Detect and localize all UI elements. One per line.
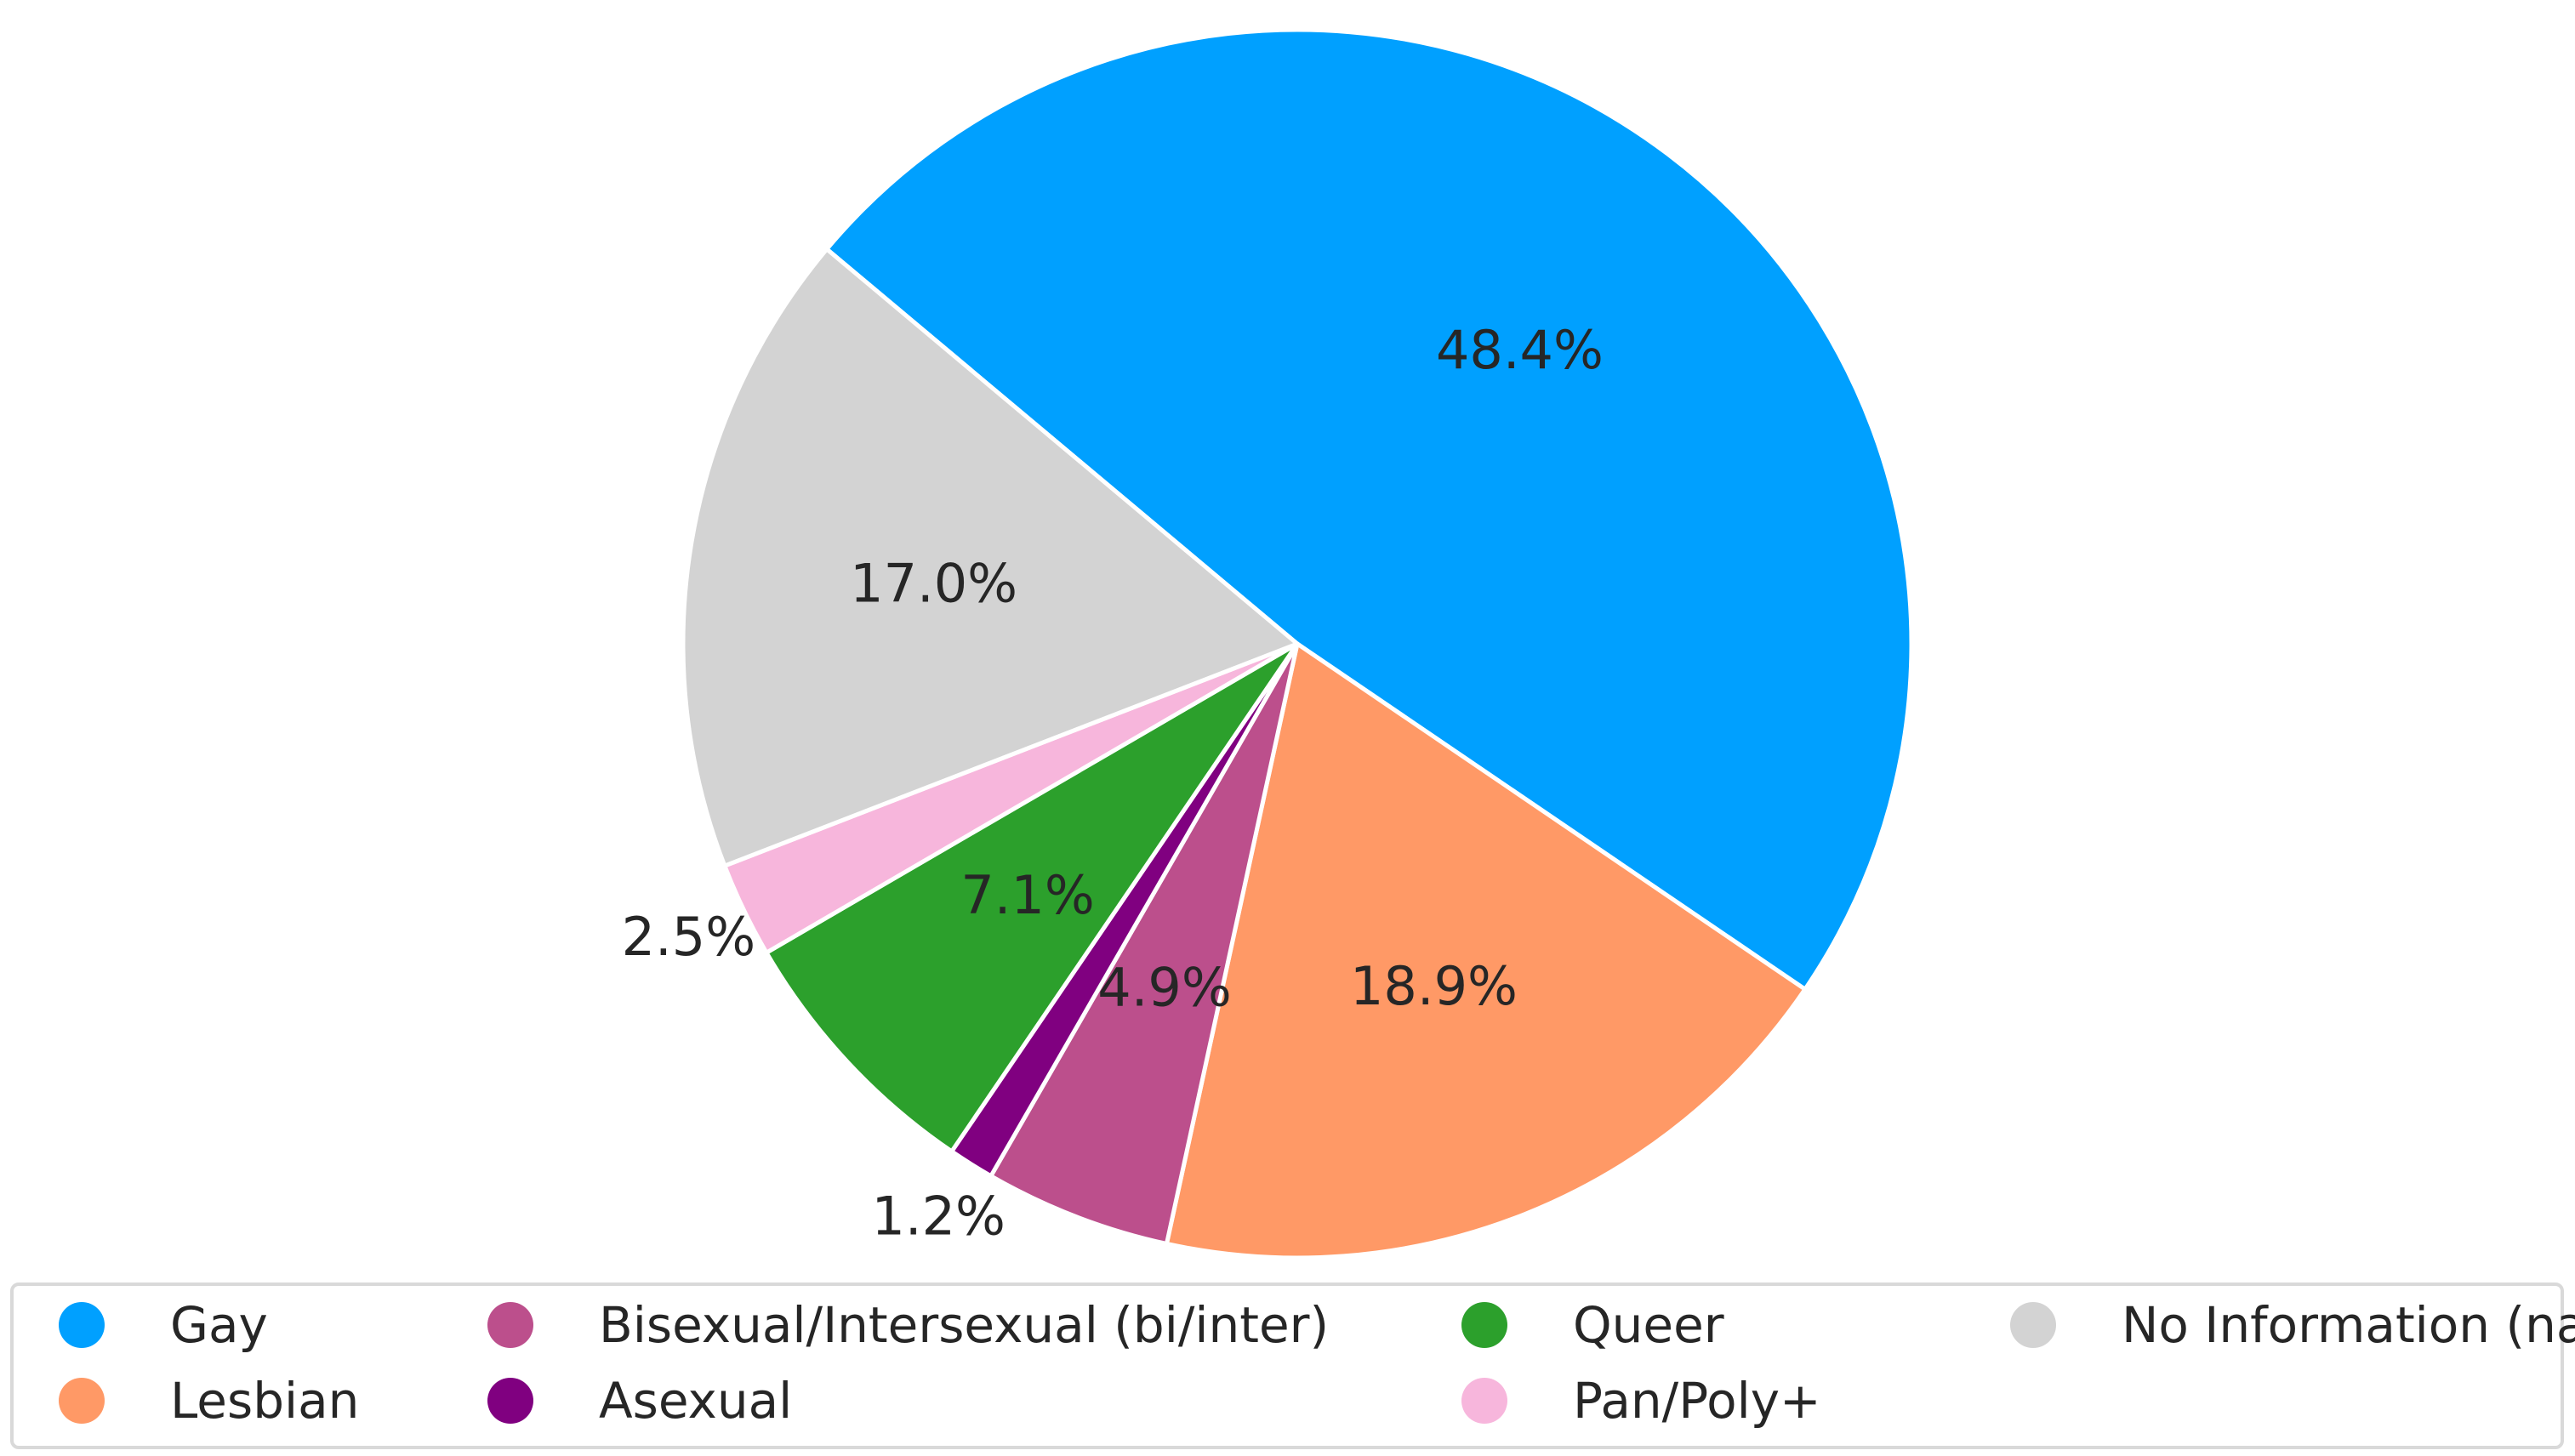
legend-label-bisexual-intersexual-bi-inter: Bisexual/Intersexual (bi/inter) [599, 1296, 1329, 1354]
pie-slice-queer [764, 641, 1300, 1154]
slice-label-no-information-na: 17.0% [850, 553, 1017, 615]
slice-label-gay: 48.4% [1436, 319, 1604, 381]
pie-slice-bisexual-intersexual-bi-inter [988, 641, 1300, 1246]
slice-label-asexual: 1.2% [871, 1185, 1006, 1247]
pie-slice-no-information-na [681, 247, 1300, 868]
legend-marker-asexual [487, 1378, 533, 1424]
legend-marker-pan-poly [1461, 1378, 1507, 1424]
pie-labels: 48.4% 18.9% 4.9% 1.2% 7.1% 2.5% 17.0% [622, 319, 1604, 1247]
legend-marker-queer [1461, 1302, 1507, 1348]
slice-label-lesbian: 18.9% [1350, 955, 1518, 1017]
legend-label-asexual: Asexual [599, 1372, 792, 1430]
legend: Gay Lesbian Bisexual/Intersexual (bi/inter… [10, 1283, 2575, 1449]
slice-label-bisexual-intersexual-bi-inter: 4.9% [1097, 957, 1232, 1019]
legend-marker-lesbian [59, 1378, 105, 1424]
pie-slice-gay [824, 27, 1914, 992]
slice-label-queer: 7.1% [960, 864, 1095, 926]
legend-label-lesbian: Lesbian [170, 1372, 359, 1430]
legend-label-pan-poly: Pan/Poly+ [1573, 1372, 1821, 1430]
legend-frame [10, 1283, 2564, 1449]
legend-marker-no-information-na [2010, 1302, 2056, 1348]
legend-label-no-information-na: No Information (na) [2122, 1296, 2575, 1354]
slice-label-pan-poly: 2.5% [622, 906, 756, 968]
legend-label-gay: Gay [170, 1296, 268, 1354]
legend-label-queer: Queer [1573, 1296, 1724, 1354]
legend-items: Gay Lesbian Bisexual/Intersexual (bi/inter… [59, 1296, 2575, 1430]
pie-slices [681, 27, 1914, 1260]
pie-slice-lesbian [1164, 641, 1808, 1260]
legend-marker-bisexual-intersexual-bi-inter [487, 1302, 533, 1348]
legend-marker-gay [59, 1302, 105, 1348]
